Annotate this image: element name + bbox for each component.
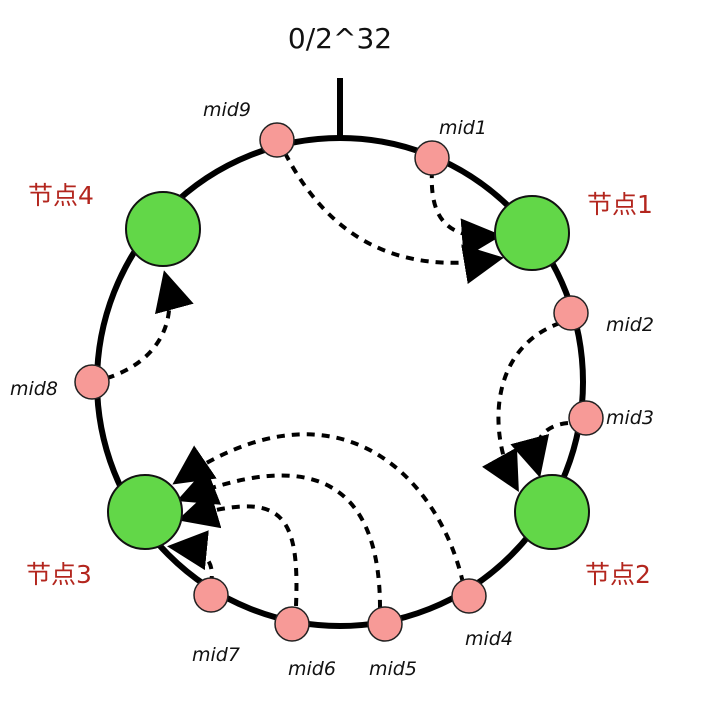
node-label-2: 节点2: [585, 560, 651, 589]
server-node-3: [107, 474, 183, 550]
mid-point-9: [259, 122, 295, 158]
arrow-mid6-to-node3: [177, 489, 299, 607]
mid-label-6: mid6: [288, 658, 336, 680]
node-label-4: 节点4: [28, 181, 94, 210]
arrow-mid8-to-node4: [91, 270, 194, 384]
arrow-mid2-to-node2: [481, 321, 561, 492]
mid-point-5: [367, 606, 403, 642]
mid-point-3: [568, 400, 604, 436]
server-node-4: [125, 191, 201, 267]
mid-point-7: [193, 577, 229, 613]
mid-label-5: mid5: [369, 658, 417, 680]
arrow-mid1-to-node1: [429, 169, 502, 259]
mid-label-7: mid7: [192, 644, 240, 666]
mid-point-2: [553, 295, 589, 331]
node-label-3: 节点3: [26, 560, 92, 589]
node-label-1: 节点1: [587, 190, 653, 219]
mid-label-9: mid9: [203, 99, 251, 121]
ring-origin-label: 0/2^32: [288, 22, 392, 55]
mid-label-8: mid8: [10, 378, 58, 400]
mid-point-6: [274, 606, 310, 642]
mid-label-1: mid1: [439, 117, 487, 139]
arrow-mid3-to-node2: [510, 421, 569, 478]
server-node-1: [494, 195, 570, 271]
arrow-mid9-to-node1: [283, 152, 504, 284]
mid-label-3: mid3: [606, 407, 654, 429]
server-node-2: [514, 474, 590, 550]
mid-point-1: [414, 140, 450, 176]
mid-label-2: mid2: [606, 314, 654, 336]
mid-label-4: mid4: [465, 628, 513, 650]
mid-point-4: [451, 578, 487, 614]
mid-point-8: [74, 364, 110, 400]
